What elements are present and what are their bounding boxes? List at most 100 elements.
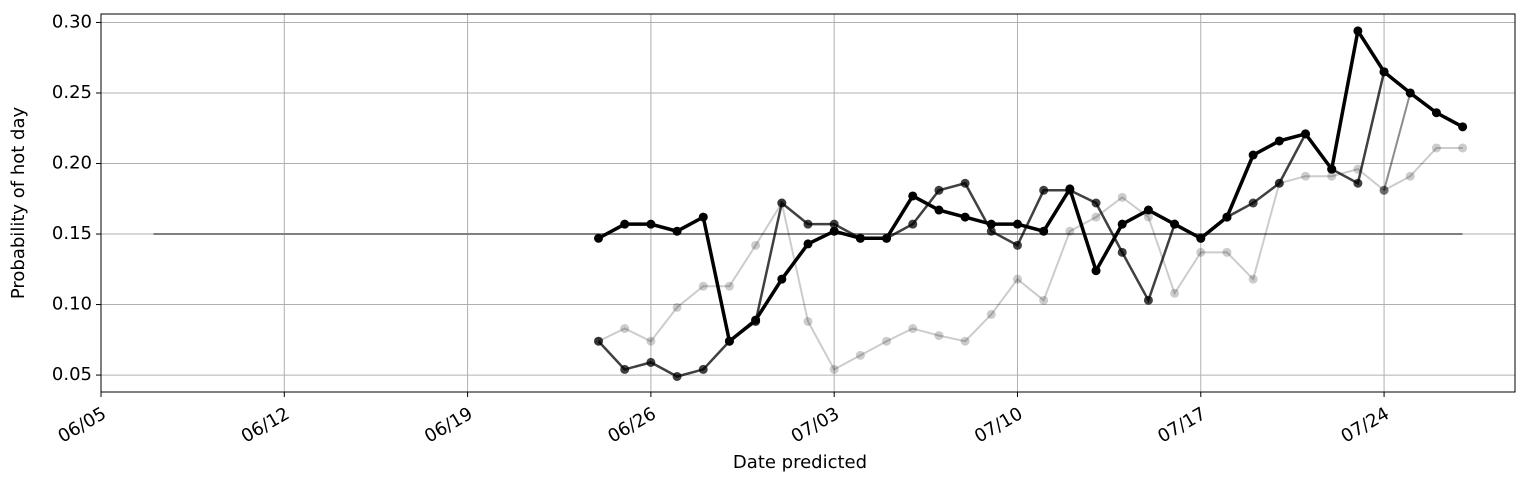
plot-frame xyxy=(100,13,1516,393)
data-point xyxy=(698,212,708,222)
data-point xyxy=(1431,108,1441,118)
data-point xyxy=(855,350,865,360)
data-point xyxy=(1117,247,1127,257)
data-point xyxy=(1379,185,1389,195)
data-point xyxy=(1091,212,1101,222)
data-point xyxy=(1039,185,1049,195)
data-point xyxy=(986,309,996,319)
y-tick-label: 0.30 xyxy=(52,11,92,32)
data-point xyxy=(1170,288,1180,298)
data-point xyxy=(1196,247,1206,257)
data-point xyxy=(960,336,970,346)
data-point xyxy=(1091,198,1101,208)
data-point xyxy=(1091,266,1101,276)
x-tick-label: 07/10 xyxy=(971,403,1026,447)
data-point xyxy=(1405,171,1415,181)
data-point xyxy=(620,364,630,374)
y-axis-label: Probability of hot day xyxy=(8,107,29,300)
data-point xyxy=(698,281,708,291)
data-point xyxy=(620,219,630,229)
data-point xyxy=(934,331,944,341)
data-point xyxy=(698,364,708,374)
data-point xyxy=(1248,274,1258,284)
series-line xyxy=(598,146,1463,371)
data-point xyxy=(908,324,918,334)
data-point xyxy=(1222,212,1232,222)
data-point xyxy=(594,233,604,243)
x-axis-label: Date predicted xyxy=(733,452,867,473)
y-tick-label: 0.25 xyxy=(52,82,92,103)
data-point xyxy=(1379,185,1389,195)
data-point xyxy=(1196,233,1206,243)
data-point xyxy=(1327,164,1337,174)
data-point xyxy=(803,219,813,229)
y-tick-label: 0.10 xyxy=(52,294,92,315)
data-point xyxy=(934,185,944,195)
data-point xyxy=(986,219,996,229)
y-tick-label: 0.20 xyxy=(52,153,92,174)
data-point xyxy=(1170,219,1180,229)
data-point xyxy=(672,302,682,312)
y-tick-label: 0.15 xyxy=(52,223,92,244)
data-point xyxy=(724,281,734,291)
data-point xyxy=(803,316,813,326)
data-point xyxy=(1012,219,1022,229)
data-point xyxy=(1458,143,1468,153)
data-point xyxy=(829,364,839,374)
data-point xyxy=(594,336,604,346)
y-tick-label: 0.05 xyxy=(52,364,92,385)
x-tick-label: 06/12 xyxy=(238,403,293,447)
data-point xyxy=(934,205,944,215)
data-point xyxy=(1405,88,1415,98)
x-tick-label: 07/03 xyxy=(788,403,843,447)
data-point xyxy=(1248,198,1258,208)
data-point xyxy=(1274,178,1284,188)
data-point xyxy=(960,212,970,222)
data-point xyxy=(1012,274,1022,284)
data-point xyxy=(908,219,918,229)
data-point xyxy=(751,315,761,325)
data-point xyxy=(803,239,813,249)
data-point xyxy=(1143,295,1153,305)
data-point xyxy=(882,233,892,243)
data-point xyxy=(777,274,787,284)
data-point xyxy=(986,226,996,236)
data-point xyxy=(724,336,734,346)
data-point xyxy=(1458,122,1468,132)
data-point xyxy=(1274,136,1284,146)
x-tick-label: 06/26 xyxy=(604,403,659,447)
data-point xyxy=(646,357,656,367)
data-point xyxy=(620,324,630,334)
data-point xyxy=(829,226,839,236)
data-point xyxy=(1431,143,1441,153)
data-point xyxy=(1012,240,1022,250)
x-tick-label: 07/17 xyxy=(1154,403,1209,447)
data-point xyxy=(646,219,656,229)
series-line xyxy=(1383,92,1412,191)
x-tick-label: 07/24 xyxy=(1338,403,1393,447)
data-point xyxy=(855,233,865,243)
data-point xyxy=(1117,219,1127,229)
data-point xyxy=(1039,226,1049,236)
data-point xyxy=(882,336,892,346)
data-point xyxy=(1248,150,1258,160)
data-point xyxy=(1065,226,1075,236)
data-point xyxy=(1039,295,1049,305)
data-point xyxy=(1379,67,1389,77)
data-point xyxy=(960,178,970,188)
data-point xyxy=(1327,171,1337,181)
x-tick-label: 06/05 xyxy=(54,403,109,447)
data-point xyxy=(751,240,761,250)
data-point xyxy=(1143,205,1153,215)
data-point xyxy=(672,226,682,236)
data-point xyxy=(672,371,682,381)
data-point xyxy=(1065,184,1075,194)
data-point xyxy=(1143,212,1153,222)
data-point xyxy=(908,191,918,201)
series-line xyxy=(597,26,1464,345)
data-point xyxy=(777,198,787,208)
data-point xyxy=(1301,129,1311,139)
data-point xyxy=(1353,178,1363,188)
data-point xyxy=(1117,192,1127,202)
